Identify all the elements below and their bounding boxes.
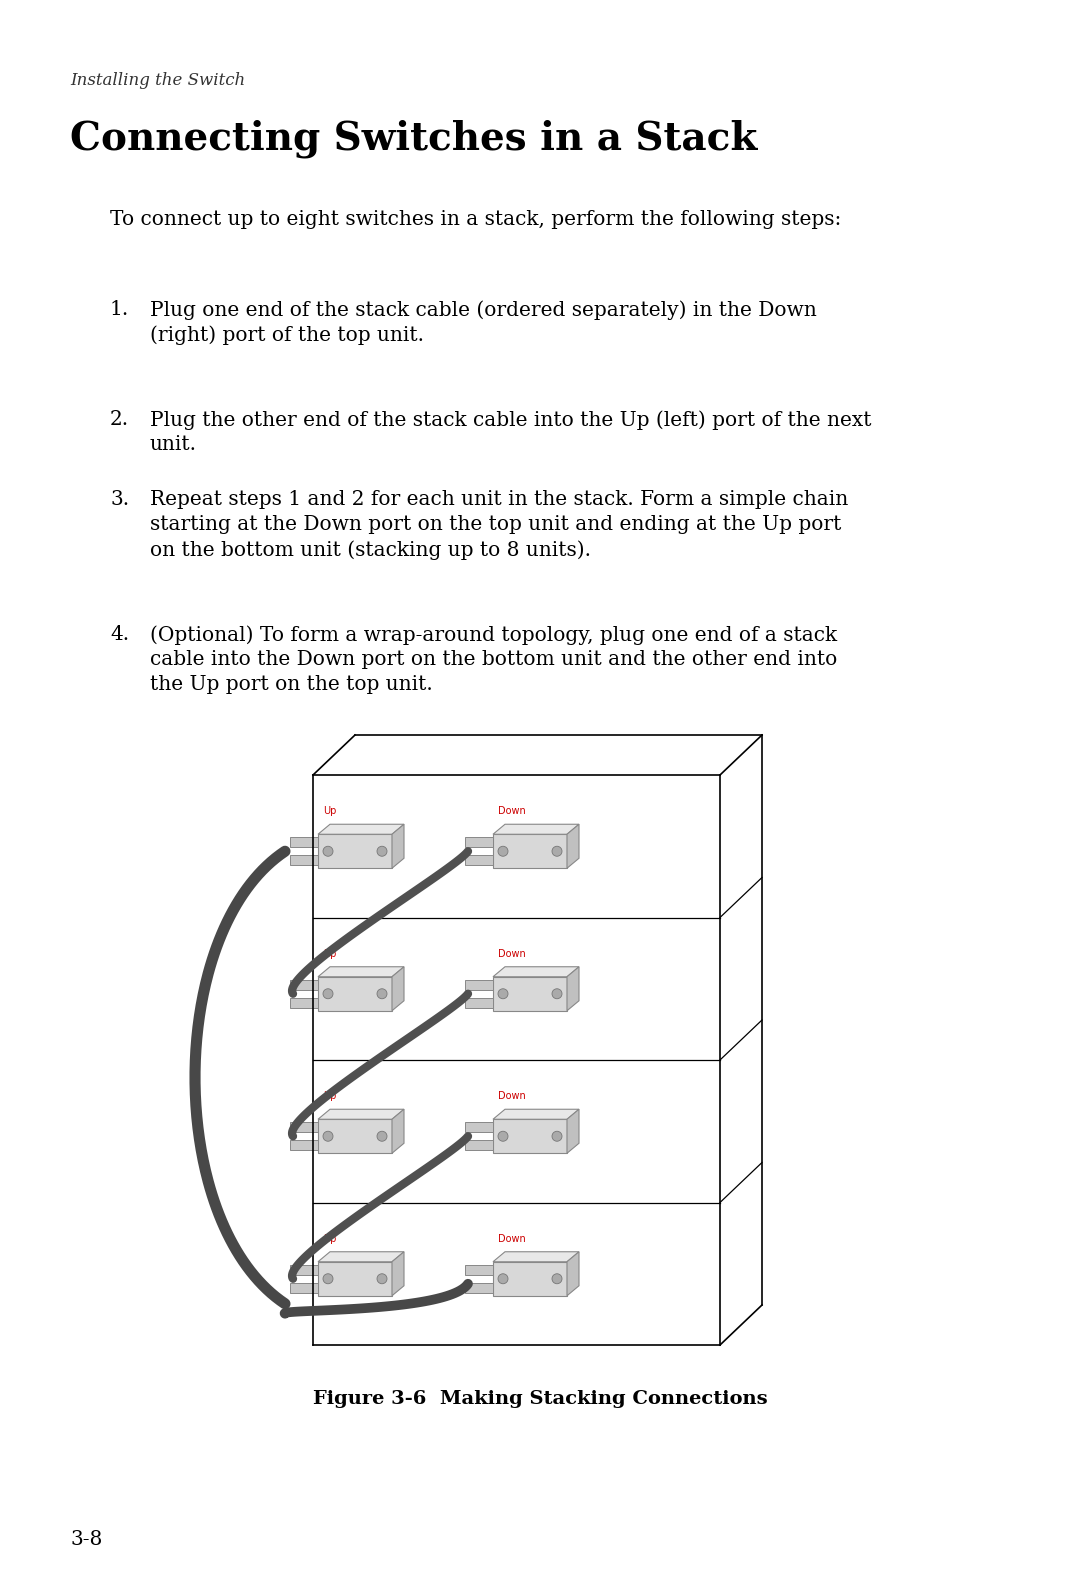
Polygon shape [392, 1251, 404, 1295]
Text: Down: Down [498, 807, 526, 816]
Circle shape [552, 1273, 562, 1284]
Polygon shape [567, 1110, 579, 1154]
Polygon shape [492, 967, 579, 977]
Text: 3.: 3. [110, 490, 130, 509]
Polygon shape [492, 834, 567, 868]
Polygon shape [465, 837, 492, 848]
Polygon shape [318, 1110, 404, 1119]
Polygon shape [465, 1265, 492, 1275]
Circle shape [323, 1132, 333, 1141]
Polygon shape [291, 837, 318, 848]
Text: Down: Down [498, 1091, 526, 1101]
Text: Down: Down [498, 1234, 526, 1243]
Polygon shape [492, 1110, 579, 1119]
Text: Up: Up [323, 948, 336, 959]
Text: Repeat steps 1 and 2 for each unit in the stack. Form a simple chain: Repeat steps 1 and 2 for each unit in th… [150, 490, 848, 509]
Circle shape [498, 1132, 508, 1141]
Polygon shape [465, 1140, 492, 1151]
Polygon shape [465, 999, 492, 1008]
Polygon shape [465, 856, 492, 865]
Polygon shape [318, 1119, 392, 1154]
Polygon shape [492, 1262, 567, 1295]
Text: on the bottom unit (stacking up to 8 units).: on the bottom unit (stacking up to 8 uni… [150, 540, 591, 559]
Circle shape [377, 1273, 387, 1284]
Text: (Optional) To form a wrap-around topology, plug one end of a stack: (Optional) To form a wrap-around topolog… [150, 625, 837, 645]
Polygon shape [318, 824, 404, 834]
Polygon shape [465, 1283, 492, 1292]
Polygon shape [392, 824, 404, 868]
Text: 2.: 2. [110, 410, 130, 429]
Polygon shape [392, 1110, 404, 1154]
Polygon shape [291, 1123, 318, 1132]
Text: Up: Up [323, 807, 336, 816]
Polygon shape [318, 967, 404, 977]
Polygon shape [318, 834, 392, 868]
Polygon shape [291, 856, 318, 865]
Circle shape [377, 989, 387, 999]
Polygon shape [492, 824, 579, 834]
Polygon shape [318, 1262, 392, 1295]
Circle shape [552, 989, 562, 999]
Circle shape [498, 1273, 508, 1284]
Circle shape [323, 1273, 333, 1284]
Polygon shape [318, 977, 392, 1011]
Text: To connect up to eight switches in a stack, perform the following steps:: To connect up to eight switches in a sta… [110, 210, 841, 229]
Text: starting at the Down port on the top unit and ending at the Up port: starting at the Down port on the top uni… [150, 515, 841, 534]
Polygon shape [492, 977, 567, 1011]
Circle shape [377, 1132, 387, 1141]
Text: Up: Up [323, 1091, 336, 1101]
Circle shape [323, 989, 333, 999]
Text: Up: Up [323, 1234, 336, 1243]
Polygon shape [392, 967, 404, 1011]
Polygon shape [465, 980, 492, 989]
Polygon shape [291, 1140, 318, 1151]
Polygon shape [291, 980, 318, 989]
Text: Connecting Switches in a Stack: Connecting Switches in a Stack [70, 119, 757, 159]
Polygon shape [291, 999, 318, 1008]
Text: Plug one end of the stack cable (ordered separately) in the Down: Plug one end of the stack cable (ordered… [150, 300, 816, 320]
Polygon shape [567, 967, 579, 1011]
Circle shape [498, 989, 508, 999]
Text: Figure 3-6  Making Stacking Connections: Figure 3-6 Making Stacking Connections [313, 1389, 767, 1408]
Text: Plug the other end of the stack cable into the Up (left) port of the next: Plug the other end of the stack cable in… [150, 410, 872, 430]
Text: unit.: unit. [150, 435, 197, 454]
Text: cable into the Down port on the bottom unit and the other end into: cable into the Down port on the bottom u… [150, 650, 837, 669]
Polygon shape [291, 1265, 318, 1275]
Circle shape [377, 846, 387, 856]
Text: Installing the Switch: Installing the Switch [70, 72, 245, 89]
Text: 1.: 1. [110, 300, 130, 319]
Polygon shape [567, 824, 579, 868]
Text: (right) port of the top unit.: (right) port of the top unit. [150, 325, 424, 345]
Polygon shape [492, 1119, 567, 1154]
Polygon shape [291, 1283, 318, 1292]
Polygon shape [492, 1251, 579, 1262]
Circle shape [552, 1132, 562, 1141]
Circle shape [498, 846, 508, 856]
Text: Down: Down [498, 948, 526, 959]
Text: the Up port on the top unit.: the Up port on the top unit. [150, 675, 433, 694]
Circle shape [552, 846, 562, 856]
Circle shape [323, 846, 333, 856]
Polygon shape [567, 1251, 579, 1295]
Polygon shape [465, 1123, 492, 1132]
Text: 3-8: 3-8 [70, 1531, 103, 1550]
Text: 4.: 4. [110, 625, 130, 644]
Polygon shape [318, 1251, 404, 1262]
